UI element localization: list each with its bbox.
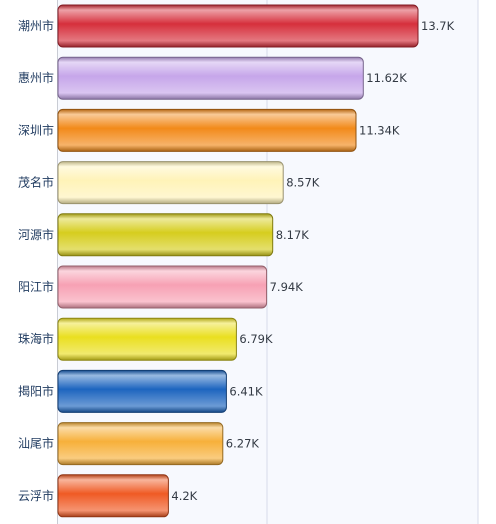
category-label: 茂名市 [18,175,54,190]
data-label: 7.94K [270,280,304,294]
bar [57,317,237,361]
bar [57,56,364,100]
bars-group [57,4,419,518]
bar [57,108,357,152]
bar [57,265,268,309]
data-label: 11.34K [359,123,400,137]
bar [57,4,419,48]
bar [57,369,227,413]
data-label: 11.62K [366,71,407,85]
bar [57,474,169,518]
data-label: 6.79K [239,332,273,346]
category-label: 河源市 [18,227,54,242]
data-label: 8.57K [286,176,320,190]
bar [57,422,224,466]
data-label: 13.7K [421,19,455,33]
bar [57,213,274,257]
category-label: 珠海市 [18,331,54,346]
category-label: 云浮市 [18,488,54,503]
data-label: 6.41K [229,384,263,398]
category-label: 揭阳市 [18,383,54,398]
data-label: 6.27K [226,437,260,451]
data-label: 8.17K [276,228,310,242]
data-label: 4.2K [171,489,197,503]
value-labels-group: 13.7K 11.62K 11.34K 8.57K 8.17K 7.94K 6.79K 6.4… [171,19,454,503]
category-label: 潮州市 [18,18,54,33]
category-label: 阳江市 [18,279,54,294]
category-label: 惠州市 [18,70,54,85]
bar [57,161,284,205]
category-label: 深圳市 [18,122,54,137]
category-label: 汕尾市 [18,436,54,451]
